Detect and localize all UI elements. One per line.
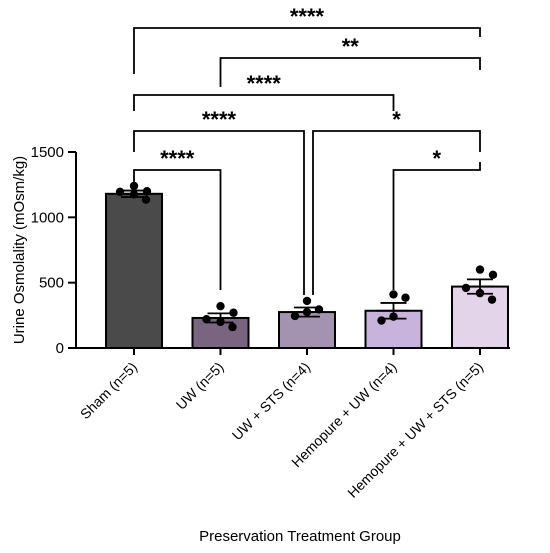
data-point: [141, 195, 151, 204]
significance-label: *: [432, 146, 441, 171]
significance-label: ****: [202, 107, 237, 132]
data-point: [377, 316, 386, 325]
data-point: [202, 315, 211, 324]
y-tick-label: 1500: [31, 144, 64, 161]
data-point: [314, 305, 324, 314]
data-point: [129, 181, 139, 191]
data-point: [487, 295, 497, 304]
significance-bracket: [219, 57, 481, 87]
data-point: [475, 265, 485, 274]
data-point: [475, 288, 485, 298]
y-axis-title: Urine Osmolality (mOsm/kg): [11, 156, 28, 344]
significance-label: **: [342, 34, 360, 59]
significance-label: ****: [290, 4, 325, 29]
data-point: [115, 187, 125, 197]
x-tick-label: UW + STS (n=4): [229, 359, 313, 443]
x-tick-label: UW (n=5): [173, 359, 227, 413]
data-point: [216, 317, 225, 327]
significance-label: ****: [160, 146, 195, 171]
significance-bracket: [392, 162, 481, 290]
data-point: [488, 270, 498, 280]
data-point: [129, 190, 139, 199]
significance-label: *: [392, 107, 401, 132]
y-tick-label: 1000: [31, 209, 64, 226]
x-axis-title: Preservation Treatment Group: [199, 528, 401, 545]
significance-bracket: [133, 27, 481, 74]
data-points-group: [115, 181, 498, 332]
significance-bracket: [133, 130, 305, 295]
x-tick-label: Hemopure + UW + STS (n=5): [344, 359, 486, 501]
data-point: [461, 283, 471, 293]
bar: [105, 192, 163, 349]
significance-bracket: [133, 94, 395, 111]
y-ticks-group: 0 500 1000 1500: [31, 144, 76, 357]
significance-label: ****: [247, 71, 282, 96]
significance-bracket: [133, 169, 222, 290]
significance-bracket: [312, 130, 481, 295]
x-tick-labels-group: Sham (n=5) UW (n=5) UW + STS (n=4) Hemopure…: [77, 348, 486, 501]
data-point: [142, 187, 152, 196]
data-point: [302, 296, 312, 306]
data-point: [389, 290, 398, 299]
data-point: [302, 307, 312, 317]
data-point: [216, 301, 225, 311]
data-point: [401, 293, 410, 302]
y-tick-label: 500: [39, 275, 64, 292]
y-tick-label: 0: [56, 340, 64, 357]
significance-group: ************** ***** *: [133, 4, 481, 295]
data-point: [290, 311, 300, 321]
x-tick-label: Sham (n=5): [77, 359, 140, 422]
data-point: [229, 308, 238, 317]
data-point: [389, 312, 398, 321]
data-point: [228, 322, 237, 332]
axes-group: [75, 152, 510, 349]
bar: [451, 285, 509, 350]
bars-group: [105, 192, 509, 350]
